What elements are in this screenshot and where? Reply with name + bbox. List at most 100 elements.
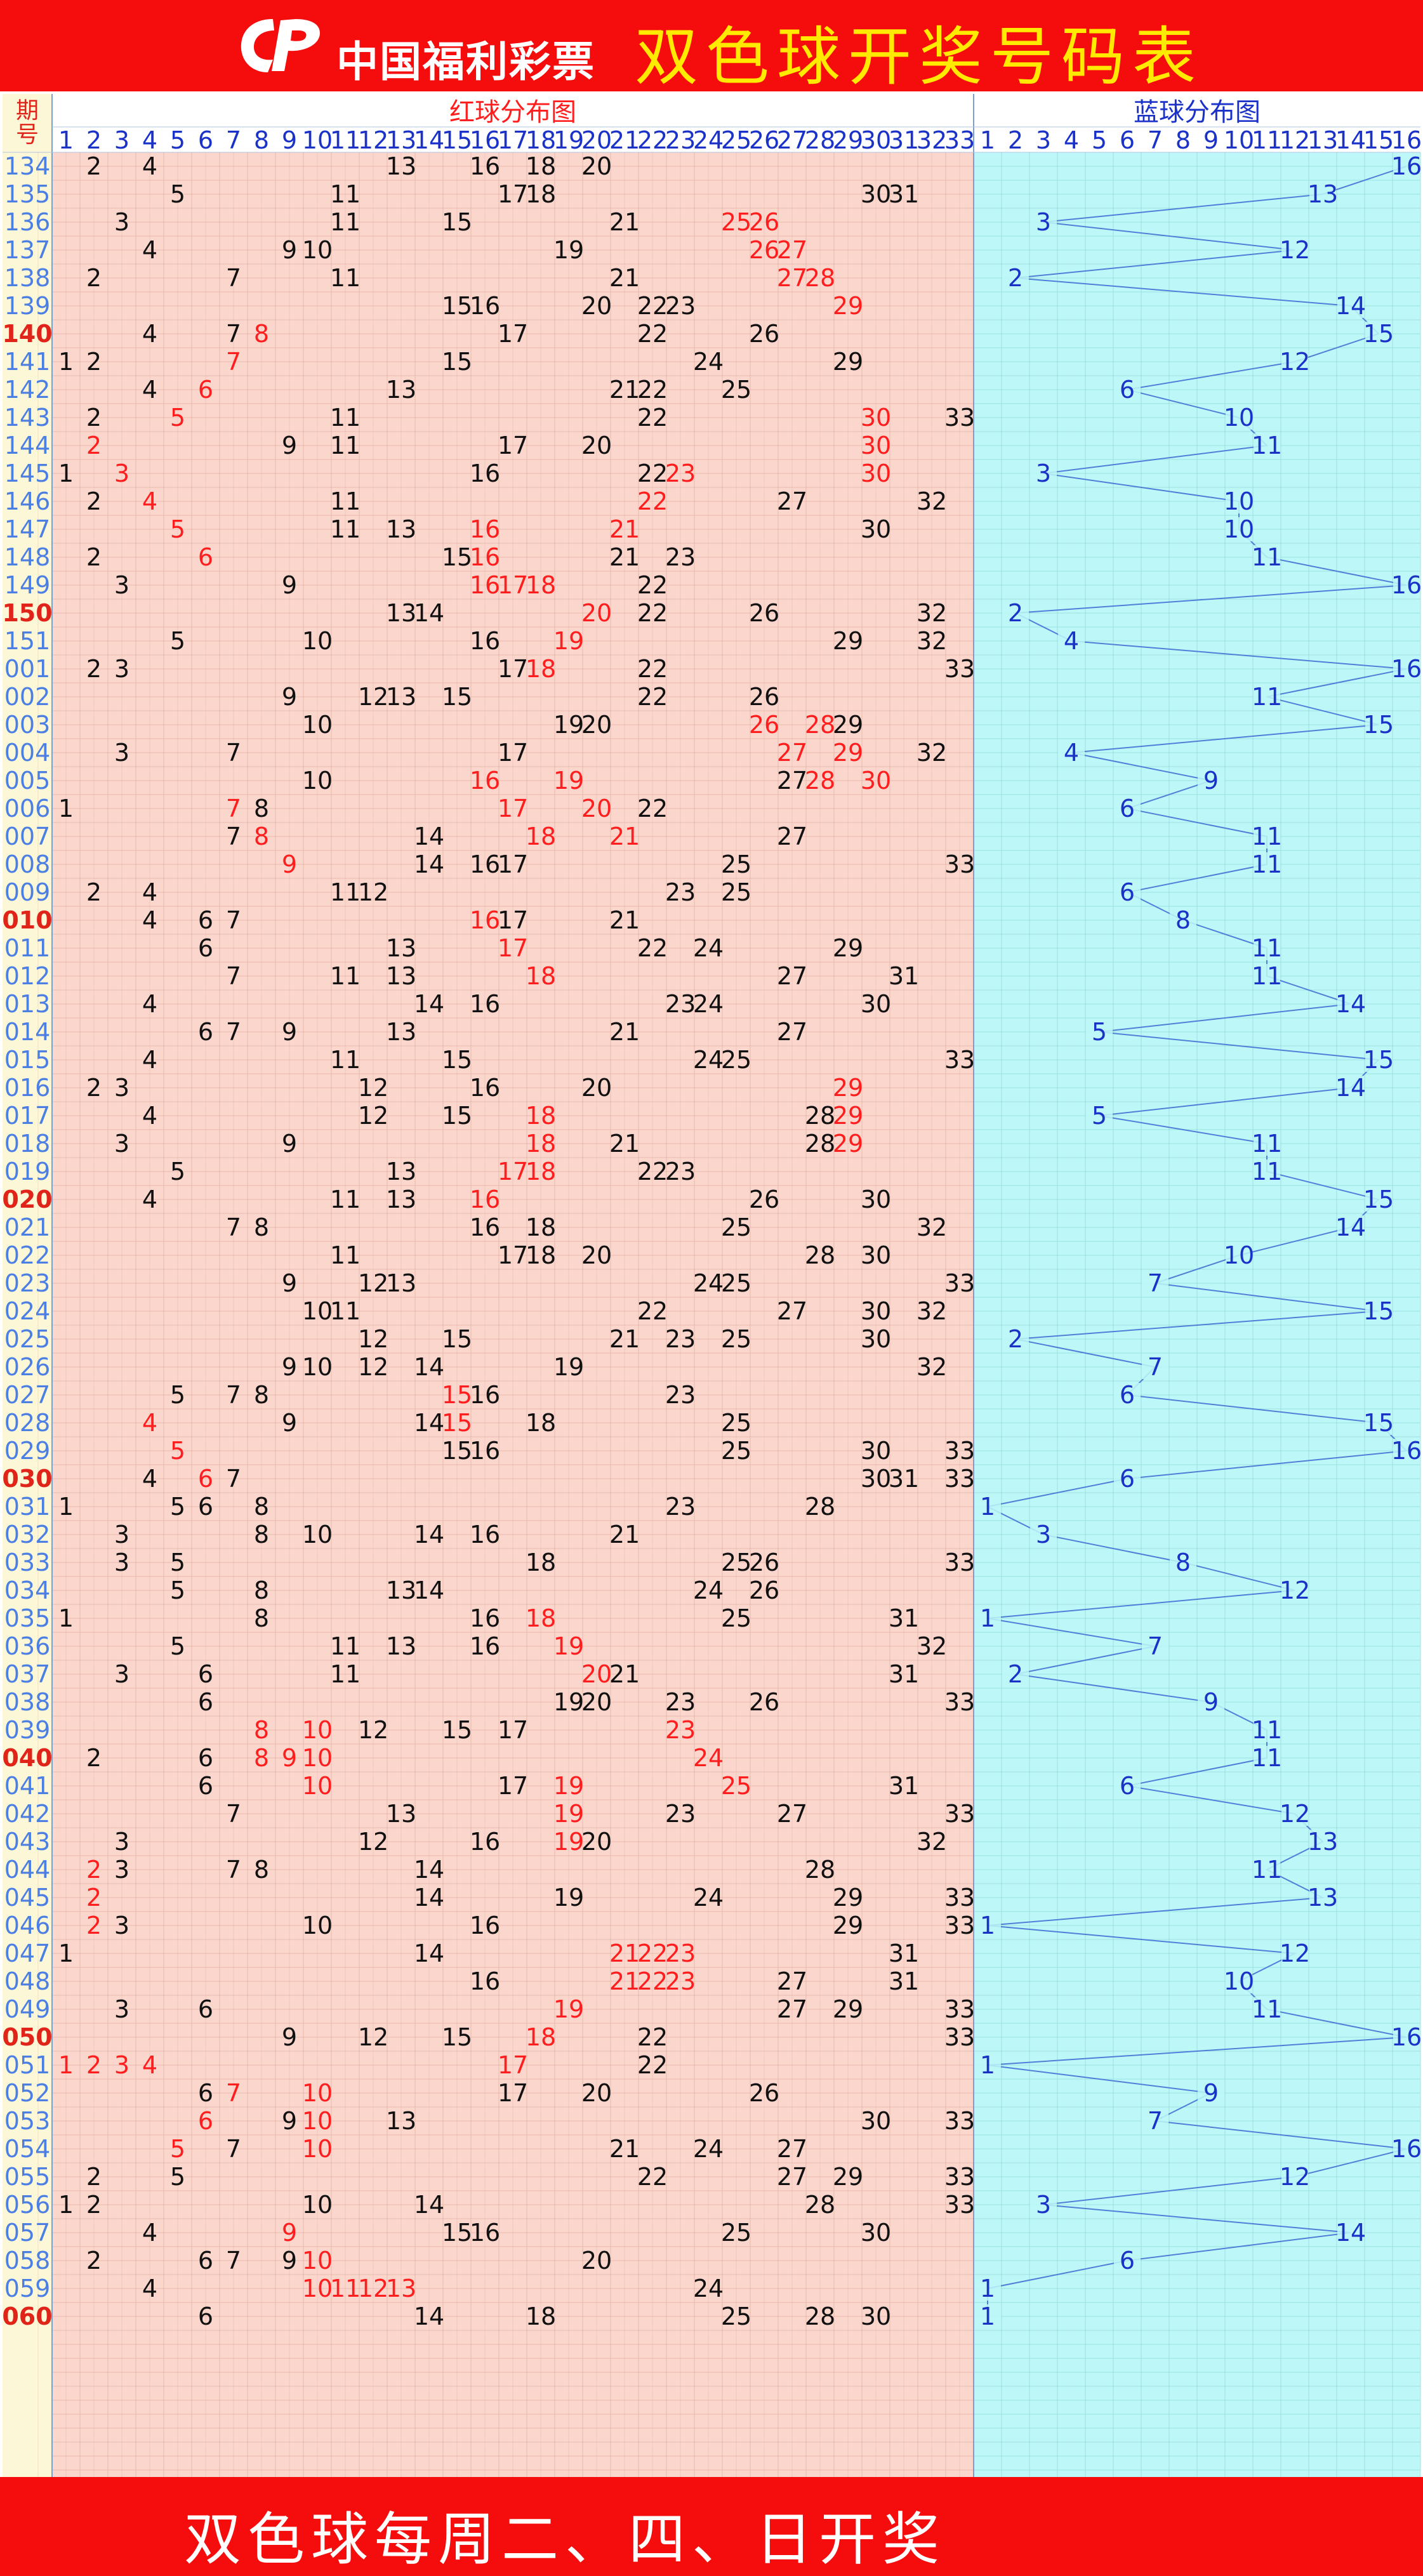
blue-ball-bg (1002, 601, 1029, 625)
red-ball-number: 14 (414, 1576, 444, 1604)
red-ball-number: 1 (58, 1604, 74, 1632)
blue-ball-number: 11 (1252, 850, 1282, 878)
red-ball-number: 12 (358, 1325, 388, 1353)
red-ball-number: 3 (114, 2051, 129, 2079)
red-ball-number: 27 (777, 2163, 807, 2191)
red-column-label: 18 (526, 126, 556, 154)
red-column-label: 19 (553, 126, 584, 154)
red-ball-number: 32 (917, 487, 947, 515)
red-ball-number: 10 (302, 1716, 333, 1744)
blue-ball-number: 8 (1175, 906, 1191, 934)
red-ball-number: 20 (581, 1241, 612, 1269)
red-ball-number: 4 (142, 990, 157, 1018)
red-ball-number: 3 (114, 1549, 129, 1576)
blue-ball-number: 14 (1335, 2219, 1366, 2247)
red-ball-number: 6 (198, 1465, 213, 1493)
red-ball-number: 9 (282, 2023, 297, 2051)
red-ball-number: 12 (358, 683, 388, 711)
red-ball-number: 17 (498, 739, 528, 767)
blue-ball-bg (1365, 1299, 1392, 1323)
red-ball-number: 30 (861, 1325, 891, 1353)
red-ball-number: 33 (944, 1884, 975, 1912)
red-ball-number: 22 (637, 1297, 668, 1325)
red-ball-number: 13 (386, 1800, 416, 1828)
red-ball-number: 27 (777, 487, 807, 515)
red-ball-number: 20 (581, 2247, 612, 2275)
red-ball-number: 13 (386, 515, 416, 543)
red-ball-number: 7 (226, 739, 241, 767)
period-number: 058 (4, 2247, 51, 2275)
red-ball-number: 18 (526, 1604, 556, 1632)
red-ball-number: 2 (86, 2163, 102, 2191)
period-number: 014 (4, 1018, 51, 1046)
blue-ball-bg (1002, 266, 1029, 290)
red-ball-number: 13 (386, 962, 416, 990)
red-ball-number: 13 (386, 1186, 416, 1213)
red-ball-number: 25 (721, 1604, 751, 1632)
period-number: 057 (4, 2219, 51, 2247)
blue-ball-number: 12 (1280, 348, 1310, 376)
blue-ball-number: 11 (1252, 1856, 1282, 1884)
red-ball-number: 13 (386, 152, 416, 180)
red-ball-number: 12 (358, 2275, 388, 2302)
blue-column-label: 5 (1092, 126, 1107, 154)
blue-ball-bg (1254, 1718, 1280, 1742)
red-ball-number: 3 (114, 1521, 129, 1549)
red-ball-number: 25 (721, 1772, 751, 1800)
red-ball-number: 19 (553, 1353, 584, 1381)
red-ball-number: 27 (777, 1967, 807, 1995)
blue-ball-bg (1365, 1187, 1392, 1212)
blue-ball-bg (1309, 1886, 1336, 1910)
red-ball-number: 28 (805, 264, 835, 292)
red-ball-number: 25 (721, 1269, 751, 1297)
red-ball-number: 4 (142, 2051, 157, 2079)
red-ball-number: 13 (386, 1158, 416, 1186)
red-ball-number: 16 (470, 152, 500, 180)
blue-column-label: 15 (1363, 126, 1394, 154)
red-ball-number: 17 (498, 1158, 528, 1186)
red-ball-number: 15 (442, 1102, 472, 1130)
red-ball-number: 5 (170, 1158, 185, 1186)
red-ball-number: 23 (665, 1493, 696, 1521)
red-ball-number: 29 (833, 627, 863, 655)
red-ball-number: 30 (861, 404, 891, 432)
blue-ball-number: 12 (1280, 2163, 1310, 2191)
red-ball-number: 11 (330, 1046, 361, 1074)
blue-ball-number: 6 (1120, 878, 1135, 906)
red-ball-number: 33 (944, 2107, 975, 2135)
period-number: 137 (4, 236, 51, 264)
red-column-label: 33 (944, 126, 975, 154)
period-number: 138 (4, 264, 51, 292)
red-ball-number: 24 (693, 2275, 724, 2302)
red-ball-number: 19 (553, 627, 584, 655)
red-ball-number: 5 (170, 1549, 185, 1576)
red-ball-number: 7 (226, 795, 241, 822)
red-ball-number: 3 (114, 1995, 129, 2023)
blue-ball-bg (1393, 1439, 1420, 1463)
red-ball-number: 9 (282, 1018, 297, 1046)
red-ball-number: 14 (414, 2191, 444, 2219)
red-ball-number: 27 (777, 2135, 807, 2163)
red-ball-number: 29 (833, 292, 863, 320)
red-ball-number: 16 (470, 850, 500, 878)
red-ball-number: 33 (944, 1549, 975, 1576)
blue-ball-number: 7 (1148, 1632, 1163, 1660)
red-ball-number: 25 (721, 2302, 751, 2330)
red-ball-number: 29 (833, 348, 863, 376)
red-ball-number: 1 (58, 348, 74, 376)
red-ball-number: 20 (581, 152, 612, 180)
red-ball-number: 12 (358, 2023, 388, 2051)
period-number: 143 (4, 404, 51, 432)
red-ball-number: 11 (330, 487, 361, 515)
period-number: 027 (4, 1381, 51, 1409)
red-ball-number: 7 (226, 348, 241, 376)
red-ball-number: 6 (198, 2079, 213, 2107)
red-ball-number: 11 (330, 208, 361, 236)
red-ball-number: 15 (442, 683, 472, 711)
red-ball-number: 2 (86, 655, 102, 683)
red-ball-number: 3 (114, 208, 129, 236)
red-ball-number: 30 (861, 459, 891, 487)
red-zone-bg (52, 152, 974, 2477)
red-ball-number: 4 (142, 1465, 157, 1493)
blue-ball-bg (1142, 1355, 1168, 1379)
